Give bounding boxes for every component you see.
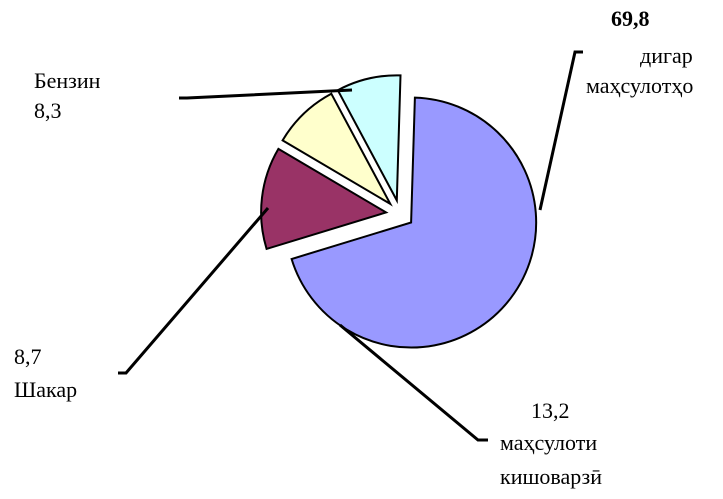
slice-value-agri: 13,2 xyxy=(531,398,570,423)
slice-label-sugar: Шакар xyxy=(14,377,78,402)
pie-slices xyxy=(260,74,538,349)
pie-slice-agri xyxy=(260,147,389,251)
slice-label-petrol: Бензин xyxy=(34,68,101,93)
leader-line-sugar xyxy=(118,207,270,375)
slice-label-agri-line1: маҳсулоти xyxy=(500,430,598,455)
pie-slice-other xyxy=(290,96,538,349)
pie-slice-sugar xyxy=(281,92,393,207)
leader-line-petrol xyxy=(179,88,353,100)
leader-lines xyxy=(118,50,583,442)
leader-line-agri xyxy=(339,323,488,442)
slice-label-other-line2: маҳсулотҳо xyxy=(586,73,694,98)
slice-label-other-line1: дигар xyxy=(640,43,693,68)
slice-value-other: 69,8 xyxy=(611,6,650,31)
slice-value-sugar: 8,7 xyxy=(14,344,42,369)
slice-value-petrol: 8,3 xyxy=(34,98,62,123)
leader-line-other xyxy=(538,50,583,211)
slice-label-agri-line2: кишоварзӣ xyxy=(500,464,602,489)
